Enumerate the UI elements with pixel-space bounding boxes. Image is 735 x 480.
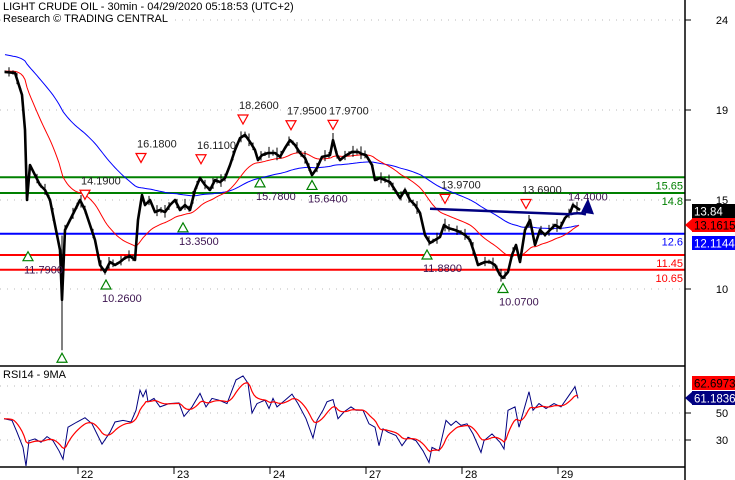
rsi-tick-label: 50 (716, 408, 728, 420)
target-arrow-head-icon (581, 198, 594, 215)
price-series (4, 67, 581, 351)
price-badge (692, 236, 735, 250)
slow-moving-average-line (4, 54, 580, 229)
support-triangle-icon (176, 221, 190, 233)
fast-moving-average-line (4, 70, 580, 257)
rsi-panel: RSI14 - 9MA (0, 365, 685, 468)
swing-low-label: 13.3500 (179, 236, 219, 248)
swing-high-label: 13.6900 (522, 185, 562, 197)
swing-markers: 14.1900 16.1800 16.1100 18.2600 17.9500 17.97… (21, 100, 562, 363)
swing-low-label: 15.7800 (256, 191, 296, 203)
rsi-badge-label: 61.1836 (694, 394, 735, 406)
support-triangle-icon (99, 278, 113, 290)
rsi-badge (692, 391, 735, 405)
x-tick-label: 27 (369, 469, 381, 480)
resistance-triangle-icon (194, 154, 208, 166)
swing-low-label: 15.6400 (308, 193, 348, 205)
price-line (4, 70, 581, 302)
y-tick-label: 24 (716, 15, 728, 27)
resistance-triangle-icon (519, 198, 533, 210)
support-triangle-icon (496, 282, 510, 294)
resistance-triangle-icon (326, 119, 340, 131)
target-arrow-shaft (569, 212, 587, 216)
x-tick-label: 23 (177, 469, 189, 480)
x-tick-label: 24 (273, 469, 285, 480)
resistance-triangle-icon (236, 114, 250, 126)
support-triangle-icon (253, 176, 267, 188)
rsi-badge-label: 62.6973 (694, 379, 735, 391)
swing-low-label: 11.7900 (24, 265, 63, 277)
level-label: 12.6 (662, 237, 683, 249)
rsi-ma-line (3, 382, 579, 453)
support-triangle-icon (21, 250, 35, 262)
value-badges: 13.84 13.1615 12.1144 62.6973 61.1836 (685, 204, 735, 406)
swing-high-label: 16.1100 (197, 140, 236, 152)
price-badge-label: 13.1615 (694, 221, 735, 233)
badge-pointer-icon (685, 391, 693, 405)
support-triangle-icon (305, 179, 319, 191)
rsi-tick-label: 30 (716, 435, 728, 447)
price-badge-label: 13.84 (694, 207, 723, 219)
level-label: 11.45 (656, 258, 683, 270)
rsi-badge (692, 376, 735, 390)
chart-subtitle: Research © TRADING CENTRAL (3, 13, 170, 25)
level-label: 14.8 (662, 196, 683, 208)
price-badge (692, 204, 735, 218)
swing-low-label: 10.0700 (499, 297, 539, 309)
resistance-triangle-icon (134, 152, 148, 164)
resistance-triangle-icon (284, 120, 298, 131)
y-tick-label: 10 (716, 284, 728, 296)
swing-high-label: 13.9700 (441, 179, 481, 191)
level-label: 15.65 (655, 180, 683, 192)
rsi-line (3, 375, 579, 466)
trendline-segment (429, 207, 571, 216)
swing-high-label: 18.2600 (239, 100, 279, 112)
swing-high-label: 17.9700 (329, 105, 369, 117)
price-badge-label: 12.1144 (694, 239, 735, 251)
chart-title: LIGHT CRUDE OIL - 30min - 04/29/2020 05:… (3, 1, 296, 13)
swing-low-label: 11.8800 (423, 263, 462, 275)
swing-high-label: 17.9500 (287, 106, 327, 118)
target-label: 14.4000 (568, 191, 608, 203)
x-tick-label: 28 (465, 469, 477, 480)
swing-high-label: 16.1800 (137, 138, 177, 150)
swing-high-label: 14.1900 (81, 175, 121, 187)
support-resistance-levels: 15.65 14.8 12.6 11.45 10.65 (0, 176, 685, 285)
trendline: 14.4000 (429, 191, 608, 216)
resistance-triangle-icon (438, 193, 452, 205)
gridlines (0, 19, 685, 441)
resistance-triangle-icon (78, 189, 92, 201)
x-tick-label: 22 (81, 469, 93, 480)
rsi-title: RSI14 - 9MA (3, 369, 67, 381)
support-triangle-icon (55, 352, 69, 363)
badge-pointer-icon (685, 218, 693, 232)
swing-low-label: 10.2600 (102, 293, 142, 305)
support-triangle-icon (420, 248, 434, 260)
level-label: 10.65 (655, 273, 683, 285)
y-tick-label: 19 (716, 105, 728, 117)
moving-averages (4, 54, 580, 257)
x-tick-label: 29 (561, 469, 573, 480)
price-badge (692, 218, 735, 232)
